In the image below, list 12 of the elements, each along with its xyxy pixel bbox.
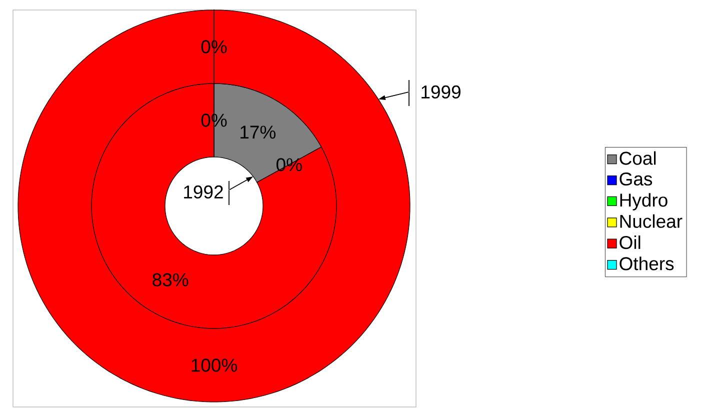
legend-label: Hydro xyxy=(620,193,668,210)
data-label: 100% xyxy=(192,358,237,372)
legend-label: Nuclear xyxy=(620,214,682,228)
slice-label: 1992 xyxy=(184,185,223,199)
data-label: 83% xyxy=(152,273,188,286)
legend-label: Coal xyxy=(620,151,656,165)
legend-label: Others xyxy=(620,256,674,270)
data-label: 17% xyxy=(240,126,276,139)
legend-label: Oil xyxy=(620,235,640,250)
legend-label: Gas xyxy=(620,172,652,186)
slice-label: 1999 xyxy=(422,85,460,99)
text: 0% xyxy=(201,114,227,127)
